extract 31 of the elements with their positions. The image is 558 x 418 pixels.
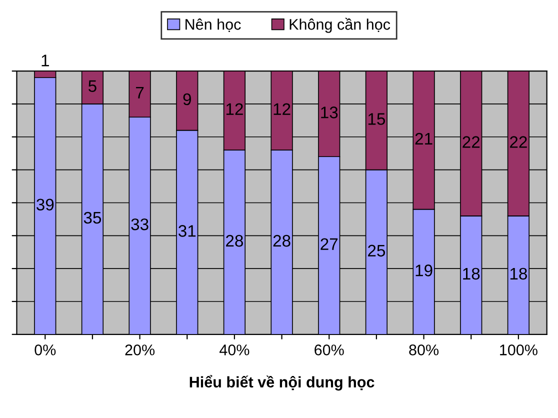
x-axis-title: Hiểu biết về nội dung học xyxy=(190,375,374,391)
x-tick-label: 40% xyxy=(220,344,250,356)
data-label: 15 xyxy=(368,113,386,125)
data-label: 13 xyxy=(321,106,338,118)
data-label: 7 xyxy=(136,86,144,98)
x-tick-label: 20% xyxy=(125,344,155,356)
data-label: 21 xyxy=(415,132,432,144)
data-label: 31 xyxy=(178,225,196,237)
data-label: 12 xyxy=(226,103,243,115)
data-label: 22 xyxy=(462,136,480,148)
data-label: 22 xyxy=(510,136,527,148)
x-tick-label: 60% xyxy=(314,344,344,356)
data-label: 33 xyxy=(131,218,148,230)
data-label: 12 xyxy=(274,103,290,115)
x-tick-label: 80% xyxy=(409,344,439,356)
data-label: 39 xyxy=(36,198,54,210)
x-tick-label: 0% xyxy=(34,344,56,356)
data-label: 1 xyxy=(42,54,49,66)
data-label: 18 xyxy=(510,268,527,280)
data-label: 19 xyxy=(416,264,432,276)
data-label: 9 xyxy=(183,93,191,106)
x-tick-label: 100% xyxy=(500,344,538,356)
data-label: 35 xyxy=(84,212,102,224)
data-label: 18 xyxy=(463,268,480,280)
data-label: 28 xyxy=(273,234,290,247)
legend-label: Không cần học xyxy=(290,18,390,33)
data-label: 5 xyxy=(88,80,96,92)
data-label: 27 xyxy=(320,238,338,250)
legend-label: Nên học xyxy=(186,18,241,32)
data-label: 28 xyxy=(226,234,244,247)
data-label: 25 xyxy=(368,244,386,257)
